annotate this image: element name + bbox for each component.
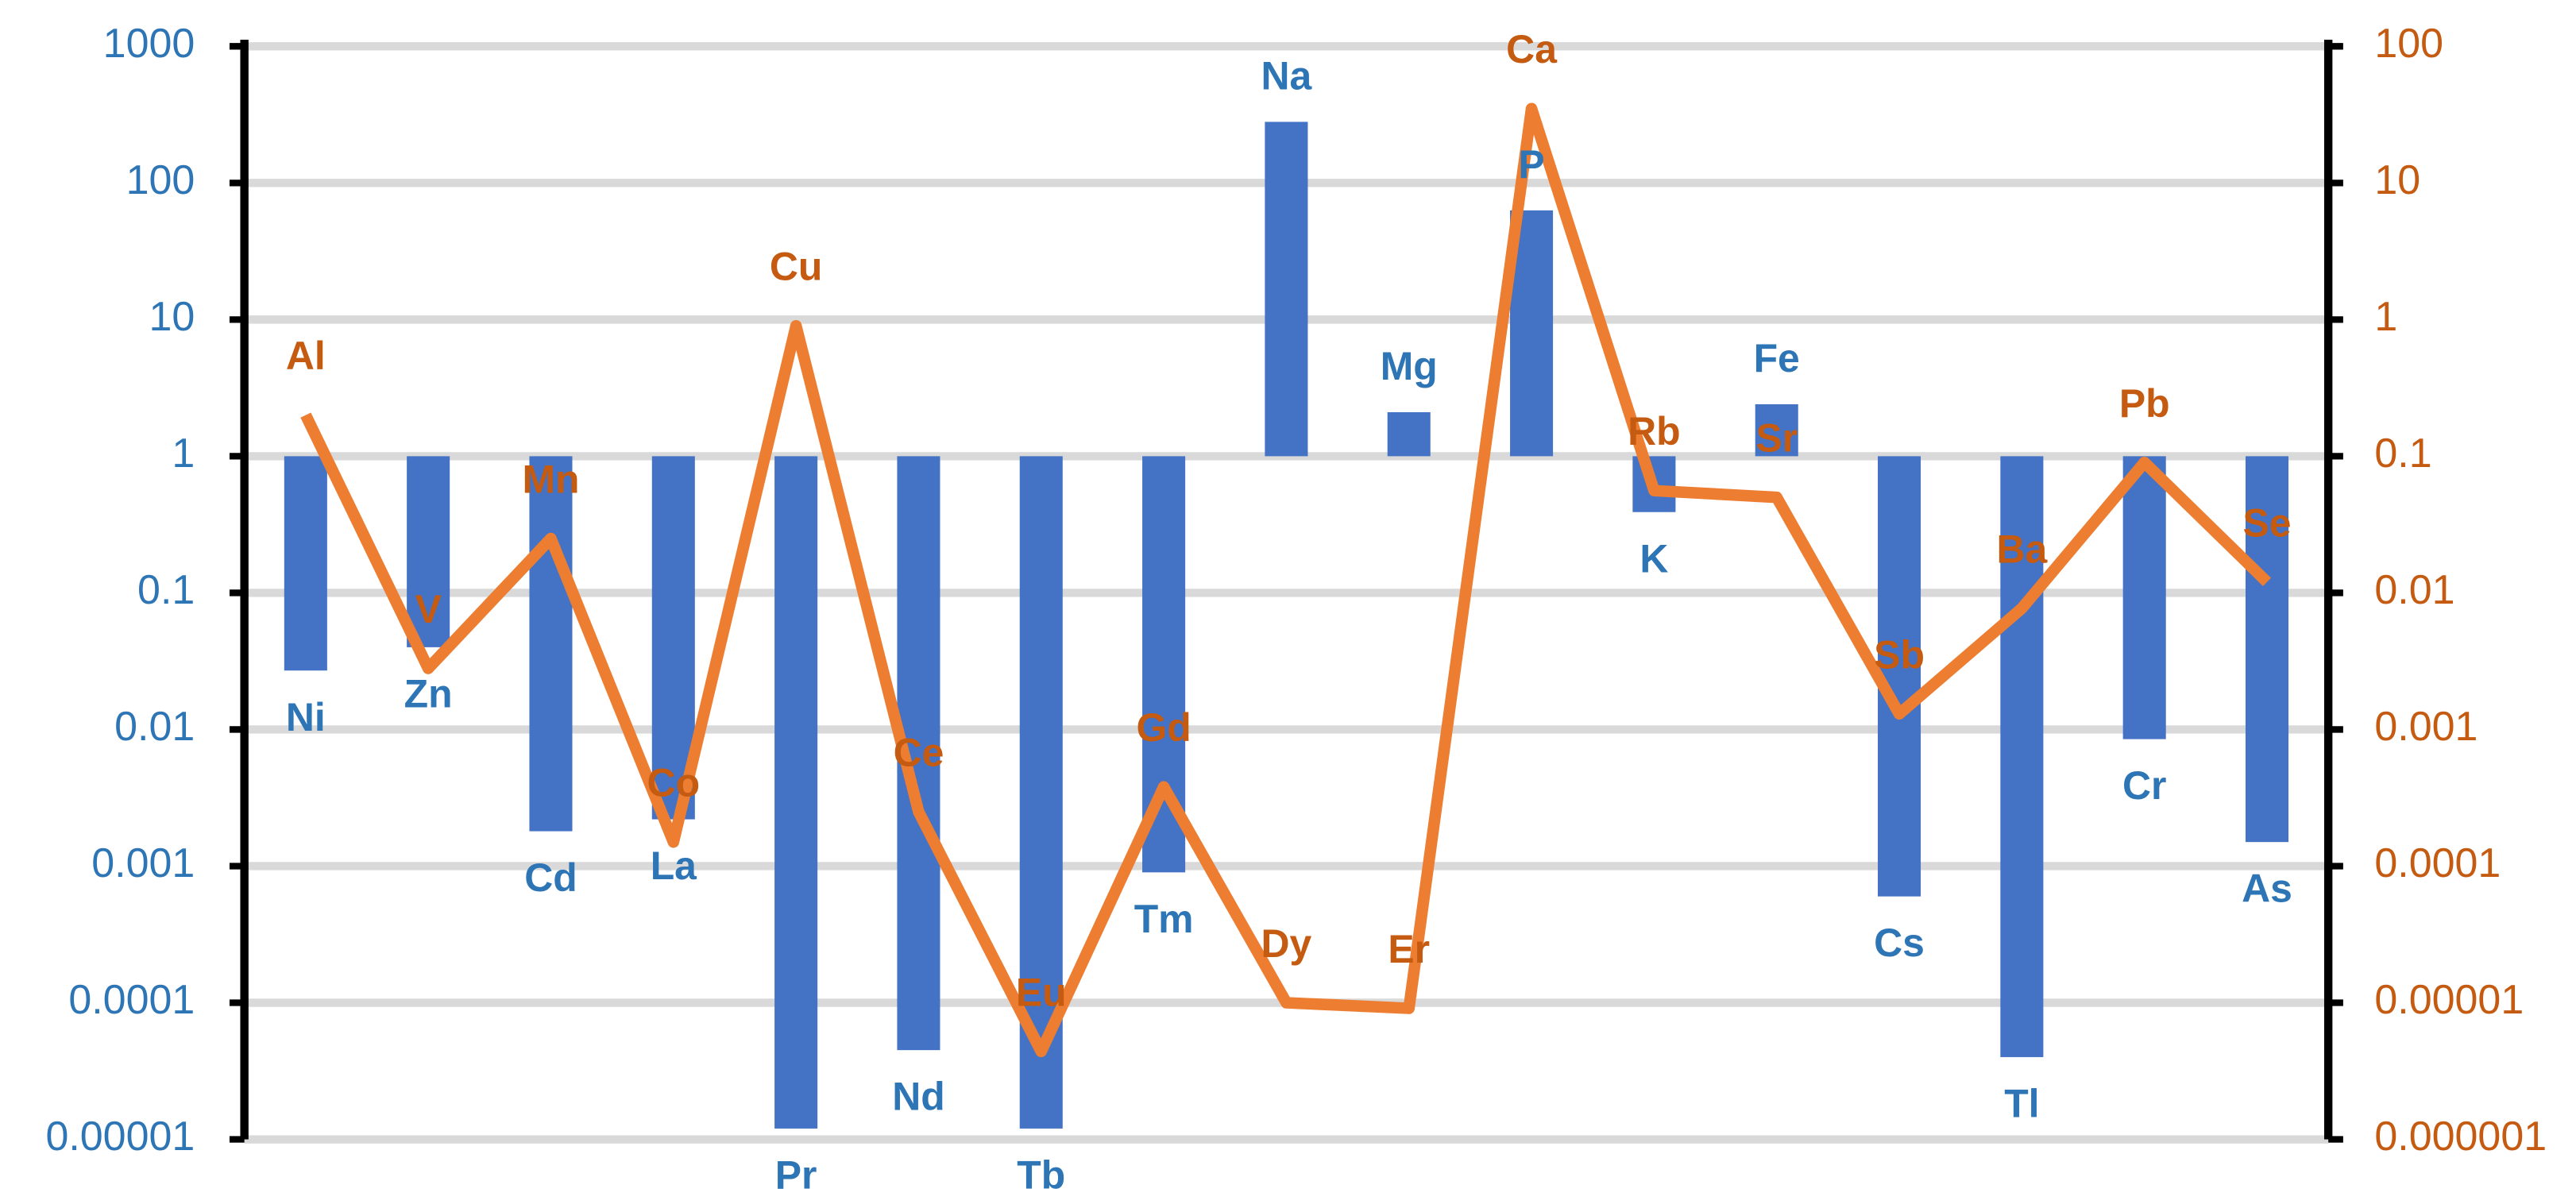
bar-label: Na: [1261, 54, 1313, 98]
y2-tick-label: 0.000001: [2374, 1114, 2547, 1160]
line-label: Se: [2243, 500, 2292, 545]
line-label: Eu: [1016, 970, 1067, 1014]
y-tick-label: 1: [172, 430, 195, 477]
line-label: Gd: [1136, 705, 1191, 750]
bar: [2122, 456, 2166, 739]
bar-label: La: [651, 843, 697, 888]
line-label: Rb: [1628, 409, 1680, 454]
line-label: Sr: [1755, 416, 1798, 461]
y-tick-label: 0.0001: [68, 977, 195, 1023]
bar: [1878, 456, 1921, 897]
line-label: Er: [1388, 927, 1430, 971]
line-label: Ca: [1506, 27, 1558, 71]
bar-label: Mg: [1381, 344, 1438, 388]
line-label: Al: [286, 334, 326, 378]
bar-label: Nd: [892, 1075, 944, 1119]
line-label: Pb: [2119, 381, 2170, 426]
line-label: V: [415, 587, 442, 631]
bar-label: Cd: [524, 855, 577, 900]
y2-tick-label: 0.001: [2374, 704, 2478, 750]
y-tick-label: 0.1: [137, 567, 195, 613]
y-tick-label: 0.001: [91, 840, 195, 886]
bar: [407, 456, 450, 647]
y2-tick-label: 0.00001: [2374, 977, 2524, 1023]
bar-label: Ni: [286, 695, 326, 739]
y-tick-label: 10: [149, 294, 195, 340]
bar-label: Tl: [2004, 1081, 2039, 1125]
line-label: Ce: [894, 731, 944, 775]
bar: [2245, 456, 2289, 843]
bar-label: Pr: [775, 1152, 817, 1189]
bar: [529, 456, 573, 832]
bar-label: P: [1518, 142, 1544, 187]
line: [300, 102, 2272, 1058]
line-label: Ba: [1996, 527, 2048, 571]
y-tick-label: 1000: [103, 21, 195, 67]
y2-tick-label: 0.0001: [2374, 840, 2501, 886]
y2-tick-label: 0.01: [2374, 567, 2454, 613]
y-tick-label: 100: [126, 157, 195, 203]
bar: [1265, 122, 1308, 457]
bar-label: As: [2242, 867, 2292, 911]
bar-label: K: [1639, 536, 1668, 581]
line-label: Cu: [770, 245, 822, 289]
bar: [284, 456, 327, 671]
line-label: Sb: [1874, 632, 1925, 677]
bar: [774, 456, 818, 1129]
bar-label: Zn: [404, 671, 453, 716]
line-label: Mn: [522, 457, 579, 501]
bar-label: Cs: [1874, 921, 1925, 965]
bar: [1755, 403, 1798, 457]
y-tick-label: 0.01: [114, 704, 195, 750]
bar-label: Tb: [1017, 1152, 1065, 1189]
y2-tick-label: 0.1: [2374, 430, 2431, 477]
y-tick-label: 0.00001: [45, 1114, 195, 1160]
bar-label: Cr: [2122, 763, 2166, 808]
bar-label: Fe: [1754, 336, 1800, 380]
y2-tick-label: 100: [2374, 21, 2443, 67]
line-label: Dy: [1261, 921, 1312, 966]
y2-tick-label: 10: [2374, 157, 2420, 203]
y2-tick-label: 1: [2374, 294, 2397, 340]
bar-label: Tm: [1134, 897, 1194, 941]
line-label: Co: [647, 761, 700, 805]
bar: [2000, 456, 2044, 1057]
bar: [1387, 411, 1431, 457]
